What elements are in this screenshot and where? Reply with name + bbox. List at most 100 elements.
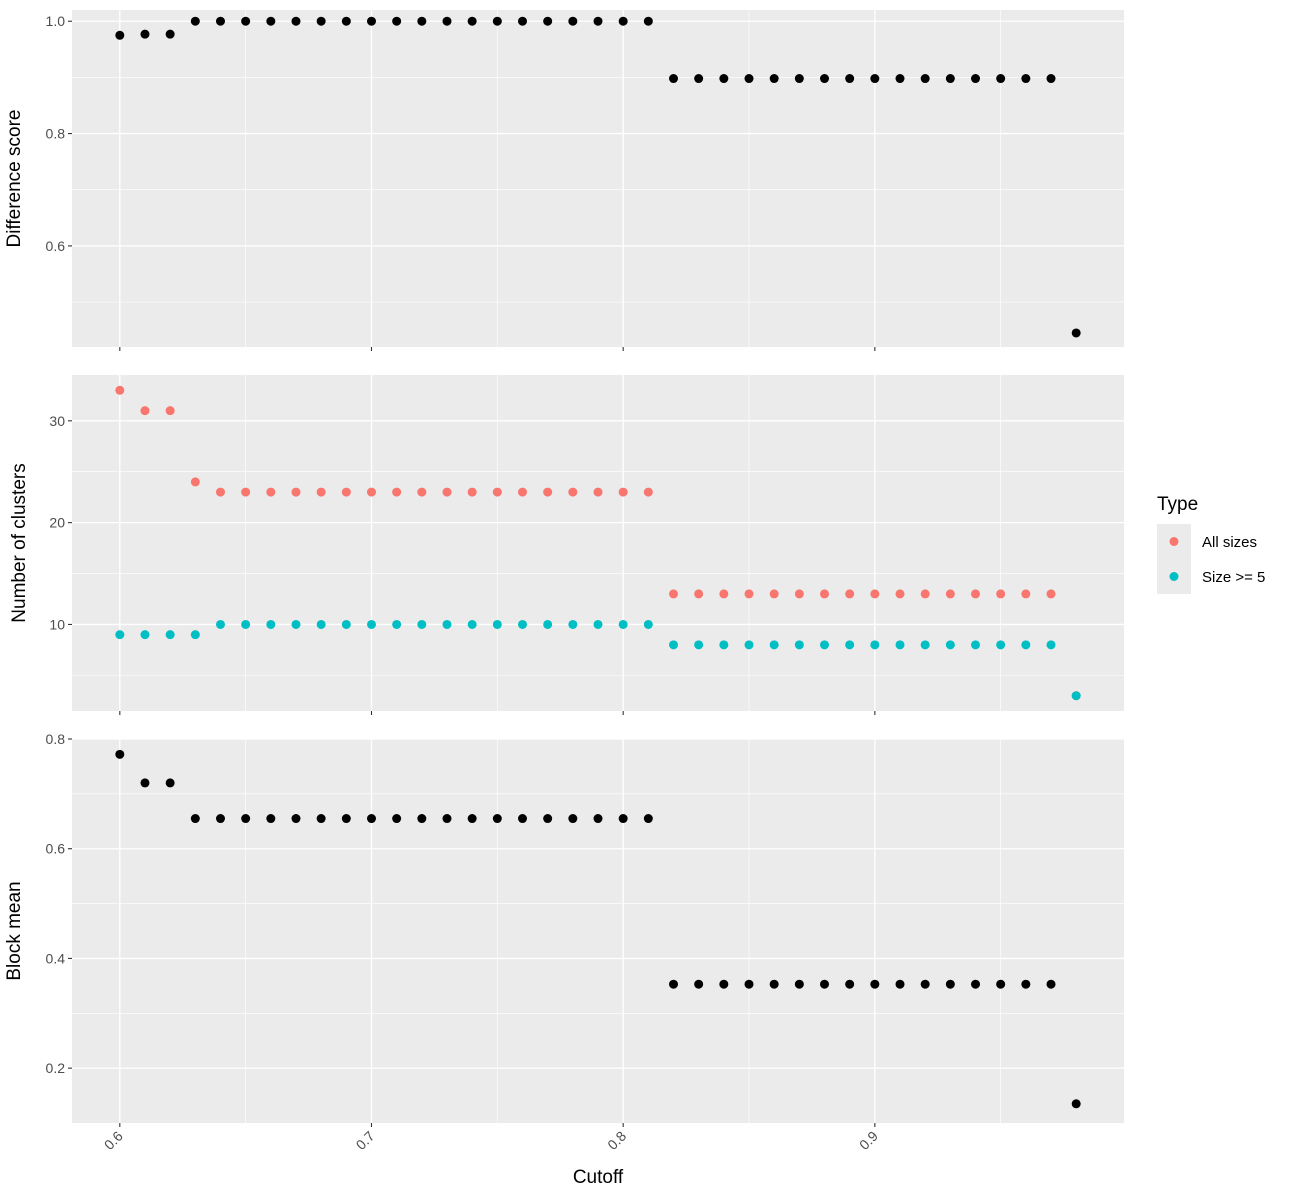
data-point — [945, 979, 955, 989]
legend-label: All sizes — [1202, 534, 1257, 551]
x-tick-label: 0.9 — [856, 1128, 881, 1153]
panel-background — [72, 375, 1124, 711]
data-point — [769, 589, 779, 599]
data-point — [517, 487, 527, 497]
data-point — [442, 16, 452, 26]
data-point — [971, 74, 981, 84]
data-point — [215, 814, 225, 824]
data-point — [694, 589, 704, 599]
data-point — [870, 74, 880, 84]
data-point — [366, 814, 376, 824]
data-point — [845, 979, 855, 989]
data-point — [996, 589, 1006, 599]
data-point — [467, 487, 477, 497]
y-tick-label: 20 — [49, 515, 65, 531]
series-2 — [115, 619, 1081, 701]
data-point — [895, 640, 905, 650]
data-point — [467, 814, 477, 824]
data-point — [215, 487, 225, 497]
data-point — [165, 630, 175, 640]
panels: 0.6 0.8 1.0 Difference score 10 20 30 Number of… — [4, 10, 1124, 1153]
data-point — [316, 814, 326, 824]
data-point — [316, 619, 326, 629]
data-point — [115, 385, 125, 395]
data-point — [1071, 691, 1081, 701]
y-tick-label: 10 — [49, 616, 65, 632]
data-point — [190, 630, 200, 640]
data-point — [392, 619, 402, 629]
data-point — [442, 487, 452, 497]
data-point — [870, 979, 880, 989]
y-tick-label: 0.8 — [46, 126, 66, 142]
series-1 — [115, 749, 1081, 1109]
legend-items: All sizes Size >= 5 — [1157, 524, 1265, 594]
data-point — [366, 619, 376, 629]
y-tick-label: 1.0 — [46, 13, 66, 29]
data-point — [643, 814, 653, 824]
data-point — [593, 619, 603, 629]
data-point — [1021, 640, 1031, 650]
data-point — [694, 74, 704, 84]
data-point — [266, 487, 276, 497]
data-point — [618, 814, 628, 824]
data-point — [316, 487, 326, 497]
panel-2: 10 20 30 Number of clusters — [9, 375, 1124, 715]
data-point — [744, 74, 754, 84]
data-point — [945, 74, 955, 84]
x-axis-title: Cutoff — [573, 1167, 624, 1188]
data-point — [165, 778, 175, 788]
data-point — [618, 16, 628, 26]
data-point — [517, 16, 527, 26]
legend-key-point — [1169, 572, 1179, 581]
data-point — [140, 630, 150, 640]
data-point — [845, 74, 855, 84]
data-point — [1021, 589, 1031, 599]
y-tick-label: 0.2 — [46, 1060, 66, 1076]
panel-1: 0.6 0.8 1.0 Difference score — [4, 10, 1124, 351]
data-point — [694, 640, 704, 650]
data-point — [492, 487, 502, 497]
y-tick-label: 0.6 — [46, 841, 66, 857]
y-axis-title: Block mean — [4, 881, 25, 980]
data-point — [744, 589, 754, 599]
data-point — [241, 814, 251, 824]
data-point — [467, 619, 477, 629]
data-point — [115, 749, 125, 759]
y-tick-label: 0.6 — [46, 238, 66, 254]
legend-title: Type — [1157, 494, 1198, 515]
y-axis-title: Number of clusters — [9, 463, 30, 622]
data-point — [517, 814, 527, 824]
data-point — [769, 640, 779, 650]
data-point — [140, 29, 150, 39]
data-point — [820, 979, 830, 989]
data-point — [1046, 74, 1056, 84]
legend-item: Size >= 5 — [1157, 559, 1265, 594]
data-point — [140, 778, 150, 788]
panel-background — [72, 10, 1124, 347]
data-point — [341, 814, 351, 824]
data-point — [190, 814, 200, 824]
data-point — [971, 640, 981, 650]
data-point — [366, 487, 376, 497]
data-point — [341, 16, 351, 26]
data-point — [719, 589, 729, 599]
data-point — [945, 640, 955, 650]
panel-3: 0.2 0.4 0.6 0.8 Block mean — [4, 731, 1124, 1127]
data-point — [920, 979, 930, 989]
data-point — [467, 16, 477, 26]
data-point — [417, 16, 427, 26]
data-point — [291, 16, 301, 26]
data-point — [568, 487, 578, 497]
y-tick-label: 30 — [49, 413, 65, 429]
data-point — [870, 640, 880, 650]
data-point — [442, 619, 452, 629]
data-point — [895, 589, 905, 599]
data-point — [417, 619, 427, 629]
data-point — [568, 814, 578, 824]
data-point — [870, 589, 880, 599]
data-point — [971, 589, 981, 599]
data-point — [266, 814, 276, 824]
legend: Type All sizes Size >= 5 — [1157, 494, 1265, 594]
data-point — [392, 487, 402, 497]
